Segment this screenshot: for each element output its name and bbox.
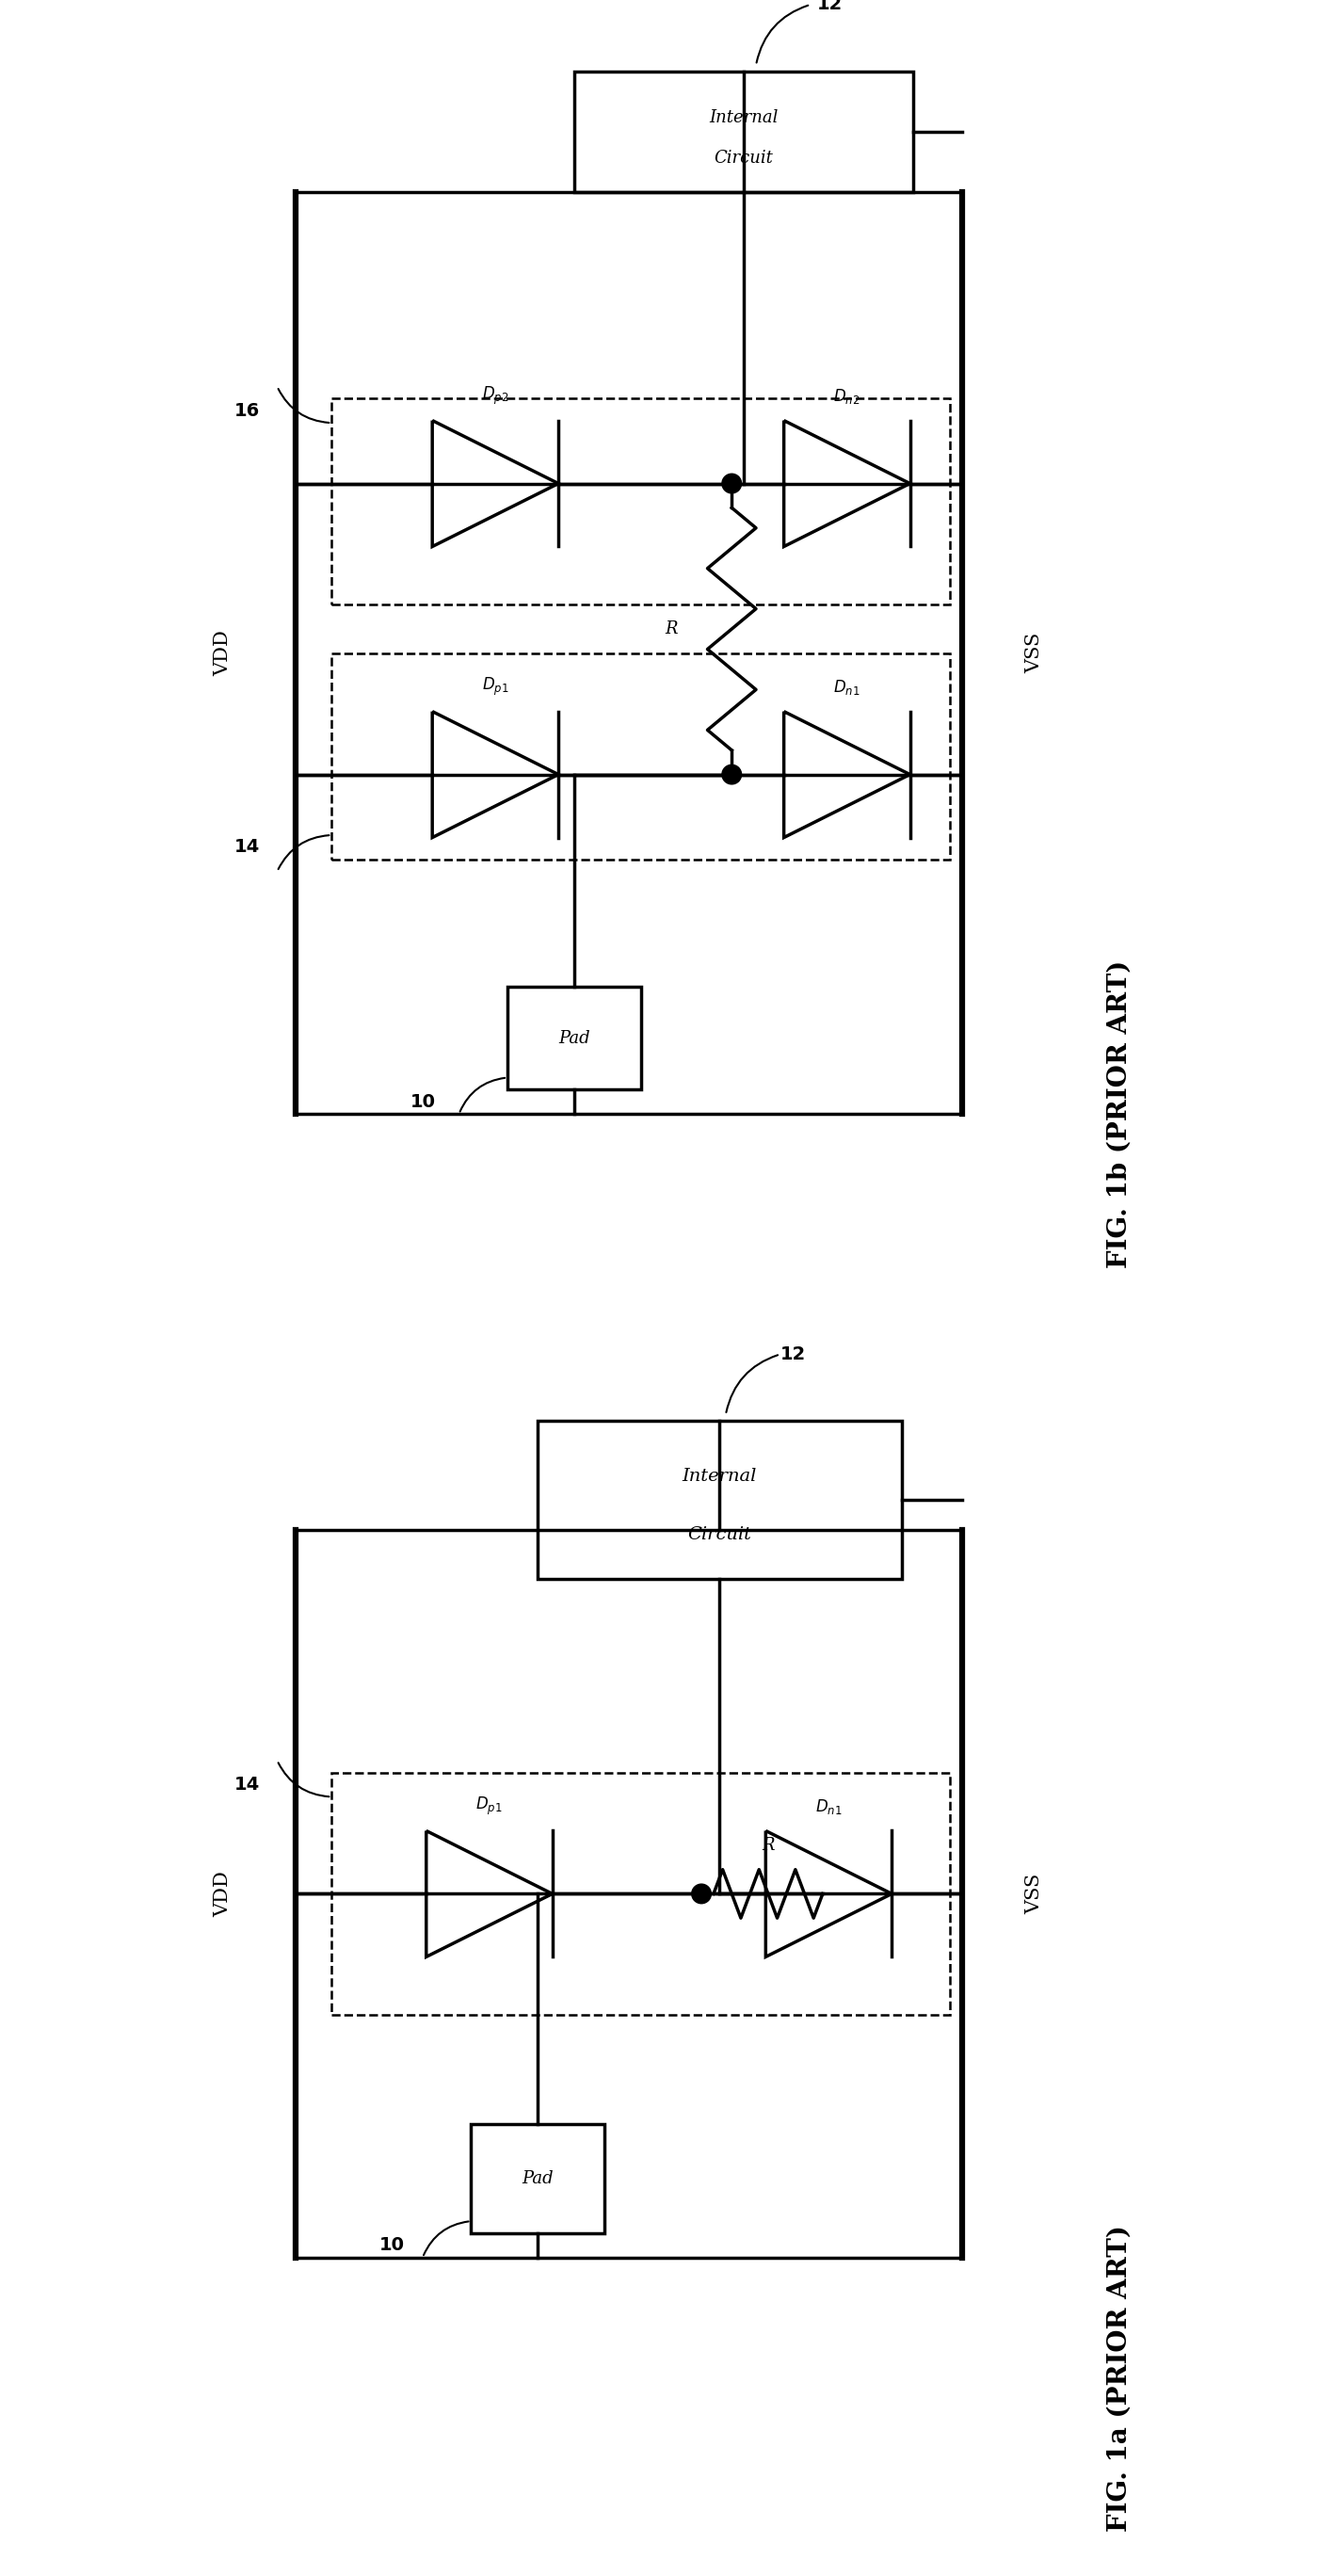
FancyBboxPatch shape bbox=[575, 72, 913, 193]
Text: $D_{p2}$: $D_{p2}$ bbox=[482, 386, 509, 407]
Circle shape bbox=[722, 474, 742, 492]
Text: Circuit: Circuit bbox=[714, 149, 774, 167]
Text: $D_{n2}$: $D_{n2}$ bbox=[833, 386, 861, 404]
Text: FIG. 1a (PRIOR ART): FIG. 1a (PRIOR ART) bbox=[1107, 2226, 1132, 2532]
Text: $D_{p1}$: $D_{p1}$ bbox=[476, 1795, 502, 1819]
Text: 16: 16 bbox=[235, 402, 260, 420]
Text: 10: 10 bbox=[380, 2236, 405, 2254]
FancyBboxPatch shape bbox=[538, 1422, 902, 1579]
Text: Internal: Internal bbox=[709, 108, 779, 126]
Text: $D_{n1}$: $D_{n1}$ bbox=[816, 1798, 842, 1816]
Text: VSS: VSS bbox=[1025, 634, 1044, 672]
Text: 14: 14 bbox=[235, 837, 260, 855]
FancyBboxPatch shape bbox=[471, 2125, 605, 2233]
FancyBboxPatch shape bbox=[507, 987, 641, 1090]
Text: $D_{p1}$: $D_{p1}$ bbox=[482, 677, 509, 698]
Text: 10: 10 bbox=[410, 1092, 435, 1110]
Text: R: R bbox=[762, 1837, 775, 1855]
Text: 12: 12 bbox=[780, 1345, 805, 1363]
Text: FIG. 1b (PRIOR ART): FIG. 1b (PRIOR ART) bbox=[1107, 961, 1132, 1267]
Text: Internal: Internal bbox=[683, 1468, 757, 1484]
Circle shape bbox=[692, 1883, 712, 1904]
Text: VDD: VDD bbox=[214, 1870, 232, 1917]
Text: Pad: Pad bbox=[559, 1030, 590, 1046]
Text: VSS: VSS bbox=[1025, 1873, 1044, 1914]
Text: $D_{n1}$: $D_{n1}$ bbox=[833, 677, 861, 696]
Text: R: R bbox=[664, 621, 677, 636]
Text: 12: 12 bbox=[817, 0, 842, 13]
Text: 14: 14 bbox=[235, 1775, 260, 1793]
Text: Pad: Pad bbox=[522, 2169, 554, 2187]
Circle shape bbox=[722, 765, 742, 783]
Text: Circuit: Circuit bbox=[688, 1525, 751, 1543]
Text: VDD: VDD bbox=[214, 631, 232, 677]
